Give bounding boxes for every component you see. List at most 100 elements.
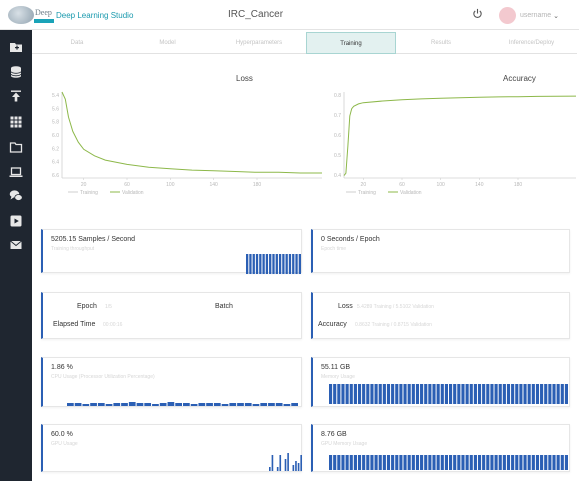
app-logo[interactable]: Deep [8, 5, 54, 25]
gpu-memory-bar [333, 455, 337, 470]
tab-results[interactable]: Results [430, 40, 451, 46]
video-icon[interactable] [9, 214, 23, 228]
gpu-memory-bar [515, 455, 519, 470]
gpu-memory-bar [424, 455, 428, 470]
memory-bar [411, 384, 415, 404]
samples-bar [252, 254, 255, 274]
loss-value: 5.4289 Training / 5.5102 Validation [357, 304, 434, 310]
gpu-memory-bar [374, 455, 378, 470]
memory-bar [473, 384, 477, 404]
tab-model[interactable]: Model [159, 40, 176, 46]
cpu-bar [74, 403, 82, 406]
memory-bar [461, 384, 465, 404]
gpu-memory-bar [444, 455, 448, 470]
memory-bar [432, 384, 436, 404]
seconds-per-epoch-card: 0 Seconds / Epoch Epoch time [311, 229, 570, 273]
memory-bar [353, 384, 357, 404]
cpu-bar [283, 404, 291, 406]
gpu-memory-bar [535, 455, 540, 470]
grid-icon[interactable] [9, 115, 23, 129]
memory-bar [498, 384, 502, 404]
gpu-bar [295, 461, 297, 471]
cpu-bar [113, 403, 121, 406]
memory-bar [523, 384, 527, 404]
accuracy-y-tick-label: 0.6 [334, 133, 341, 139]
elapsed-time-value: 00:00:16 [103, 322, 123, 328]
gpu-bar [287, 453, 289, 471]
gpu-usage-card: 60.0 % GPU Usage [41, 424, 302, 472]
memory-bar [515, 384, 519, 404]
samples-per-second-label: Training throughput [51, 246, 95, 252]
avatar [499, 7, 516, 24]
top-bar: Deep Deep Learning Studio IRC_Cancer use… [0, 0, 579, 30]
gpu-memory-bar [403, 455, 407, 470]
cpu-bar [221, 404, 229, 406]
gpu-memory-bar [461, 455, 465, 470]
cpu-bar [152, 404, 159, 406]
cpu-bar [82, 404, 90, 406]
gpu-memory-bar [477, 455, 482, 470]
tab-inference[interactable]: Inference/Deploy [508, 40, 555, 46]
gpu-bar [269, 467, 271, 471]
user-name: username [520, 12, 552, 19]
memory-bar [440, 384, 444, 404]
gpu-memory-bar [453, 455, 457, 470]
tab-data[interactable]: Data [70, 40, 84, 46]
memory-bar [337, 384, 341, 404]
user-menu[interactable]: username ⌄ [499, 7, 559, 24]
cpu-bar [159, 403, 167, 406]
memory-bar [436, 384, 440, 404]
loss-y-tick-label: 6.6 [52, 173, 59, 179]
gpu-memory-bar [357, 455, 362, 470]
tab-training[interactable]: Training [306, 32, 396, 54]
gpu-memory-bar [548, 455, 552, 470]
memory-bar [535, 384, 540, 404]
power-icon[interactable] [472, 8, 483, 19]
samples-bar [246, 254, 249, 274]
folder-icon[interactable] [9, 140, 23, 154]
mail-icon[interactable] [9, 238, 23, 252]
memory-bar [477, 384, 482, 404]
cpu-bar [190, 404, 198, 406]
memory-bar [382, 384, 386, 404]
gpu-memory-bar [560, 455, 564, 470]
tab-bar: Data Model Hyperparameters Training Resu… [32, 32, 577, 54]
memory-bar [399, 384, 403, 404]
gpu-usage-value: 60.0 % [51, 431, 73, 438]
gpu-memory-bar [370, 455, 374, 470]
gpu-memory-bar [564, 455, 568, 470]
tab-hyperparameters[interactable]: Hyperparameters [235, 40, 283, 46]
loss-y-tick-label: 6.4 [52, 160, 59, 166]
cpu-bar [175, 403, 182, 406]
accuracy-legend-label: Validation [400, 190, 422, 196]
logo-text: Deep [35, 8, 52, 17]
chat-icon[interactable] [9, 189, 23, 203]
loss-label: Loss [338, 303, 353, 310]
laptop-icon[interactable] [9, 165, 23, 179]
gpu-memory-bar [436, 455, 440, 470]
gpu-memory-bar [353, 455, 357, 470]
gpu-memory-bar [341, 455, 345, 470]
upload-icon[interactable] [9, 89, 23, 103]
memory-bar [420, 384, 424, 404]
memory-usage-value: 55.11 GB [321, 364, 351, 371]
gpu-memory-bar [382, 455, 386, 470]
memory-bar [564, 384, 568, 404]
project-title: IRC_Cancer [228, 9, 284, 20]
gpu-memory-bar [345, 455, 349, 470]
memory-bar [403, 384, 407, 404]
samples-bar [288, 254, 292, 274]
gpu-memory-bar [473, 455, 477, 470]
memory-bar [366, 384, 370, 404]
gpu-memory-bar [465, 455, 469, 470]
cpu-bar [260, 403, 268, 406]
batch-label: Batch [215, 303, 233, 310]
database-icon[interactable] [9, 65, 23, 79]
gpu-bar [284, 459, 287, 471]
memory-bar [329, 384, 333, 404]
gpu-memory-bar [519, 455, 523, 470]
gpu-memory-bar [544, 455, 548, 470]
cpu-bar [268, 403, 275, 406]
gpu-memory-bar [531, 455, 535, 470]
project-folder-icon[interactable] [9, 40, 23, 54]
